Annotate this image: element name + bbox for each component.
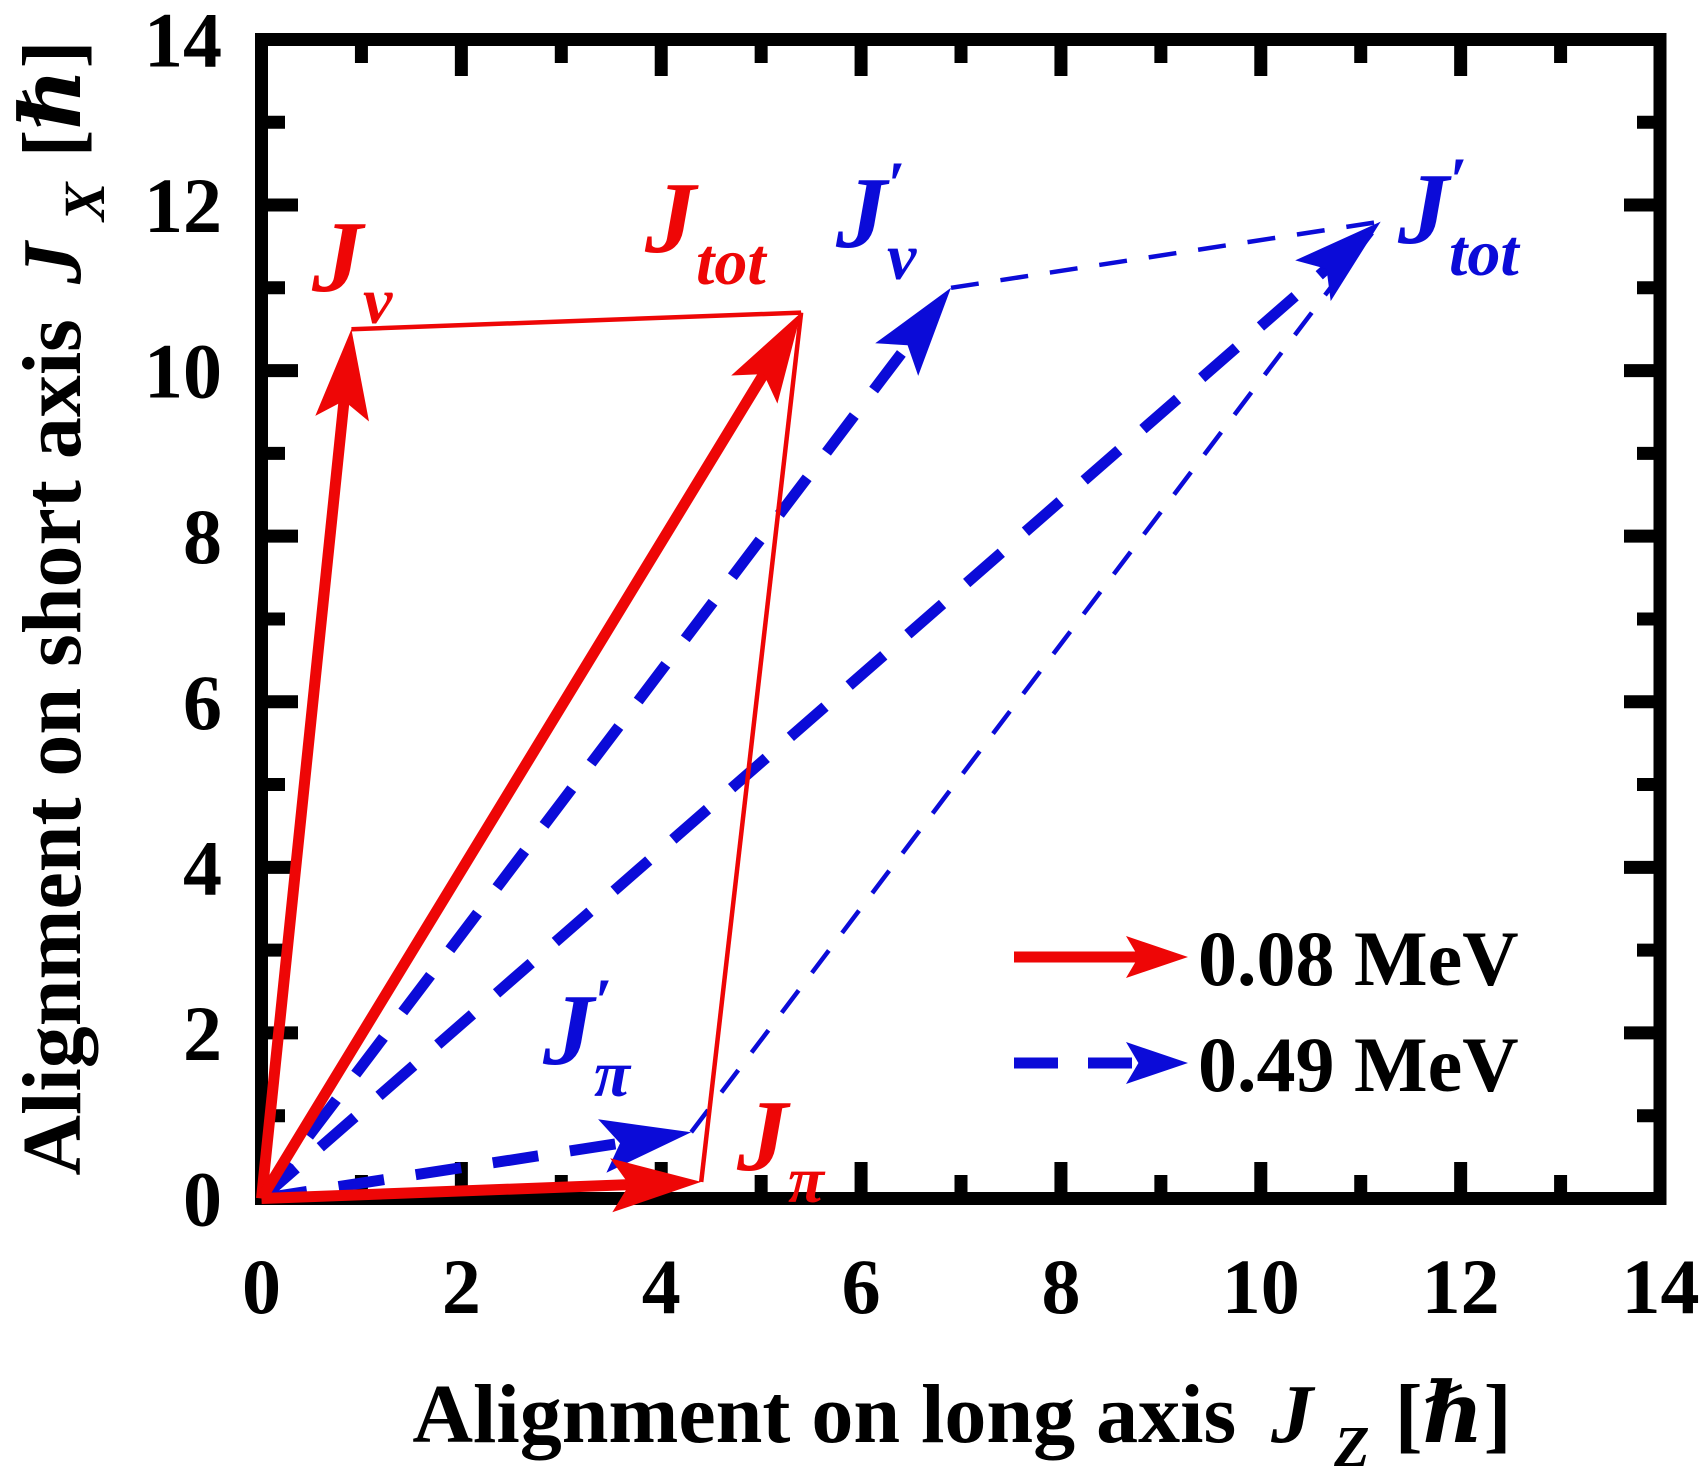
- plot-frame: [255, 33, 1667, 1205]
- y-axis-unit: [ℏ]: [6, 40, 99, 157]
- y-tick-labels: 0 2 4 6 8 10 12 14: [144, 0, 222, 1243]
- vector-label-main: J: [1397, 153, 1452, 266]
- vector-label-main: J: [644, 162, 699, 275]
- vector-label-main: J: [311, 201, 366, 314]
- vector-J_nu-shaft: [256, 391, 351, 1200]
- vector-label-sub: π: [594, 1038, 632, 1111]
- vector-label-sub: π: [788, 1144, 826, 1217]
- vector-label-J_nu: Jν: [311, 201, 393, 338]
- construction-line: [689, 220, 1383, 1134]
- vector-label-sub: tot: [696, 226, 767, 299]
- x-axis-symbol-sub: Z: [1333, 1414, 1369, 1466]
- x-axis-unit: [ℏ]: [1395, 1368, 1512, 1461]
- vector-label-J_pi: Jπ: [736, 1080, 826, 1217]
- vector-J_pi-shaft: [261, 1178, 639, 1204]
- y-tick-label: 10: [144, 328, 222, 415]
- legend-arrow-dashed-head: [1126, 1042, 1188, 1084]
- vector-J_tot-head: [731, 312, 802, 404]
- x-tick-label: 12: [1422, 1243, 1500, 1330]
- x-tick-label: 10: [1222, 1243, 1300, 1330]
- y-tick-label: 4: [183, 824, 222, 911]
- x-tick-label: 14: [1622, 1243, 1700, 1330]
- vector-J_tot-shaft: [256, 363, 774, 1202]
- y-axis-symbol-sub: X: [52, 181, 117, 223]
- x-tick-label: 4: [642, 1243, 681, 1330]
- x-tick-label: 2: [442, 1243, 481, 1330]
- vector-label-prime: ′: [1449, 144, 1467, 215]
- vector-label-sub: tot: [1449, 217, 1520, 290]
- vector-label-sub: ν: [363, 265, 393, 338]
- legend-label-008mev: 0.08 MeV: [1198, 915, 1519, 1002]
- x-tick-label: 8: [1041, 1243, 1080, 1330]
- x-tick-label: 6: [842, 1243, 881, 1330]
- vector-J_pi-head: [610, 1158, 702, 1213]
- y-axis-title: Alignment on short axis J X [ℏ]: [6, 40, 123, 1175]
- x-tick-labels: 0 2 4 6 8 10 12 14: [242, 1243, 1700, 1330]
- vector-label-prime: ′: [594, 965, 612, 1036]
- construction-line: [950, 219, 1382, 291]
- y-axis-title-text: Alignment on short axis: [6, 298, 99, 1175]
- vector-label-main: J: [736, 1080, 791, 1193]
- vector-label-Jp_tot: J′ tot: [1397, 144, 1520, 290]
- y-tick-label: 12: [144, 162, 222, 249]
- vector-Jp_pi-shaft: [260, 1136, 630, 1204]
- construction-line: [698, 312, 804, 1183]
- y-tick-label: 6: [183, 659, 222, 746]
- vector-Jp_tot-shaft: [257, 258, 1337, 1203]
- y-tick-label: 0: [183, 1156, 222, 1243]
- construction-line: [351, 310, 802, 332]
- vector-label-sub: ν: [887, 221, 917, 294]
- series-0.49MeV: [257, 219, 1383, 1204]
- x-axis-symbol: J: [1270, 1368, 1316, 1461]
- y-tick-label: 2: [183, 990, 222, 1077]
- legend-label-049mev: 0.49 MeV: [1198, 1021, 1519, 1108]
- y-axis-symbol: J: [6, 239, 99, 285]
- series-0.08MeV: [256, 310, 804, 1213]
- vector-Jp_tot-head: [1295, 221, 1381, 302]
- vector-label-J_tot: Jtot: [644, 162, 767, 299]
- y-tick-label: 8: [183, 493, 222, 580]
- vector-label-Jp_nu: J′ ν: [835, 148, 917, 294]
- vector-Jp_pi-head: [598, 1119, 692, 1173]
- vector-label-Jp_pi: J′ π: [542, 965, 632, 1111]
- vector-label-prime: ′: [887, 148, 905, 219]
- legend-arrow-solid-head: [1126, 936, 1188, 978]
- vector-Jp_nu-head: [875, 287, 951, 376]
- legend-arrows: [1014, 936, 1188, 1084]
- vector-Jp_nu-shaft: [257, 334, 918, 1202]
- x-tick-label: 0: [242, 1243, 281, 1330]
- y-tick-label: 14: [144, 0, 222, 83]
- x-axis-title-text: Alignment on long axis: [412, 1368, 1257, 1461]
- vector-J_nu-head: [315, 329, 369, 422]
- vector-label-main: J: [835, 157, 890, 270]
- x-axis-title: Alignment on long axis J Z [ℏ]: [412, 1368, 1511, 1466]
- vector-label-main: J: [542, 974, 597, 1087]
